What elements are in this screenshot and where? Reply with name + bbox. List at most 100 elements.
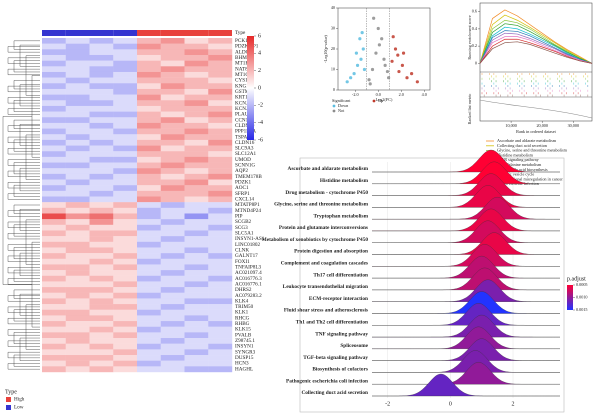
y-tick-label: 10 xyxy=(331,66,335,71)
gene-label: INSYN1 xyxy=(235,344,254,350)
heatmap-cell xyxy=(113,287,138,293)
dendrogram xyxy=(7,363,40,370)
dendrogram xyxy=(7,136,40,143)
heatmap-cell xyxy=(65,326,90,333)
heatmap-cell xyxy=(65,66,90,73)
heatmap-cell xyxy=(42,173,66,180)
es-curve xyxy=(479,38,593,64)
heatmap-cell xyxy=(89,173,114,180)
heatmap-cell xyxy=(65,349,90,356)
heatmap-cell xyxy=(184,49,209,56)
heatmap-cell xyxy=(137,264,161,271)
point xyxy=(385,69,390,74)
gene-label: KLK15 xyxy=(235,327,251,333)
heatmap-cell xyxy=(42,196,66,203)
heatmap-cell xyxy=(65,196,90,203)
legend-marker xyxy=(372,99,376,103)
gene-label: CLDN16 xyxy=(235,140,255,146)
heatmap-cell xyxy=(184,190,209,197)
dendrogram xyxy=(13,269,40,282)
heatmap-cell xyxy=(113,162,138,169)
ridge xyxy=(371,197,561,220)
heatmap-cell xyxy=(113,338,138,344)
heatmap-cell xyxy=(89,179,114,186)
heatmap-cell xyxy=(208,128,233,135)
dendrogram xyxy=(13,139,40,152)
heatmap-cell xyxy=(137,236,161,242)
heatmap-cell xyxy=(89,60,114,67)
heatmap-cell xyxy=(89,134,114,141)
heatmap-cell xyxy=(208,343,233,350)
heatmap-cell xyxy=(137,94,161,101)
annotation-label: Type xyxy=(235,30,246,36)
heatmap-cell xyxy=(89,275,114,282)
gene-label: ALDOB xyxy=(235,49,253,55)
heatmap-cell xyxy=(42,309,66,316)
heatmap-cell xyxy=(89,213,114,220)
dendrogram xyxy=(13,60,40,73)
gene-label: MTATP8P1 xyxy=(235,202,260,208)
heatmap-cell xyxy=(184,66,209,73)
dendrogram xyxy=(7,108,40,115)
point xyxy=(393,47,398,51)
heatmap-cell xyxy=(184,241,209,248)
heatmap-cell xyxy=(113,66,138,73)
gene-label: RHBG xyxy=(235,321,250,327)
point xyxy=(383,63,387,67)
legend-label: Synaptic vesicle cycle xyxy=(497,172,534,177)
gene-label: AC016776.3 xyxy=(235,276,262,282)
heatmap-cell xyxy=(137,326,161,333)
heatmap-cell xyxy=(42,43,66,50)
ridge xyxy=(371,303,561,326)
heatmap-cell xyxy=(208,298,233,305)
legend-label: Primary bile acid biosynthesis xyxy=(497,167,548,172)
gene-label: AC021097.4 xyxy=(235,270,262,276)
heatmap-cell xyxy=(89,287,114,293)
heatmap-cell xyxy=(42,179,66,186)
dendrogram xyxy=(7,351,40,359)
heatmap-cell xyxy=(184,117,209,124)
heatmap-cell xyxy=(42,38,66,44)
dendrogram xyxy=(7,267,40,274)
dendrogram xyxy=(19,209,40,231)
gene-label: AQP2 xyxy=(235,168,248,174)
heatmap-cell xyxy=(42,88,66,95)
heatmap-cell xyxy=(113,43,138,50)
heatmap-cell xyxy=(42,66,66,73)
gene-label: KLK4 xyxy=(235,298,249,304)
heatmap-cell xyxy=(208,366,233,373)
legend-marker xyxy=(332,104,336,108)
heatmap-cell xyxy=(137,100,161,107)
heatmap-cell xyxy=(89,338,114,344)
heatmap-cell xyxy=(42,156,66,163)
dendrogram xyxy=(13,354,40,367)
heatmap-cell xyxy=(137,270,161,276)
heatmap-cell xyxy=(65,360,90,367)
heatmap-cell xyxy=(137,156,161,163)
dendrogram xyxy=(13,332,40,344)
heatmap-cell xyxy=(137,230,161,237)
heatmap-cell xyxy=(65,139,90,146)
gene-label: CYS1 xyxy=(235,78,248,84)
heatmap-cell xyxy=(160,355,185,361)
heatmap-cell xyxy=(184,128,209,135)
heatmap-cell xyxy=(42,128,66,135)
heatmap-cell xyxy=(184,253,209,259)
heatmap-cell xyxy=(89,122,114,129)
heatmap-cell xyxy=(208,100,233,107)
heatmap-cell xyxy=(65,247,90,254)
heatmap-cell xyxy=(208,281,233,288)
heatmap-cell xyxy=(137,202,161,209)
heatmap-cell xyxy=(184,151,209,158)
x-tick-label: 20,000 xyxy=(536,123,548,129)
dendrogram xyxy=(13,289,40,299)
ridge-label: Drug metabolism - cytochrome P450 xyxy=(285,190,368,196)
heatmap-cell xyxy=(113,258,138,265)
heatmap-cell xyxy=(113,355,138,361)
x-tick-label: 4.0 xyxy=(422,92,427,97)
heatmap-cell xyxy=(137,139,161,146)
heatmap-cell xyxy=(65,213,90,220)
heatmap-cell xyxy=(89,196,114,203)
heatmap-cell xyxy=(208,304,233,310)
